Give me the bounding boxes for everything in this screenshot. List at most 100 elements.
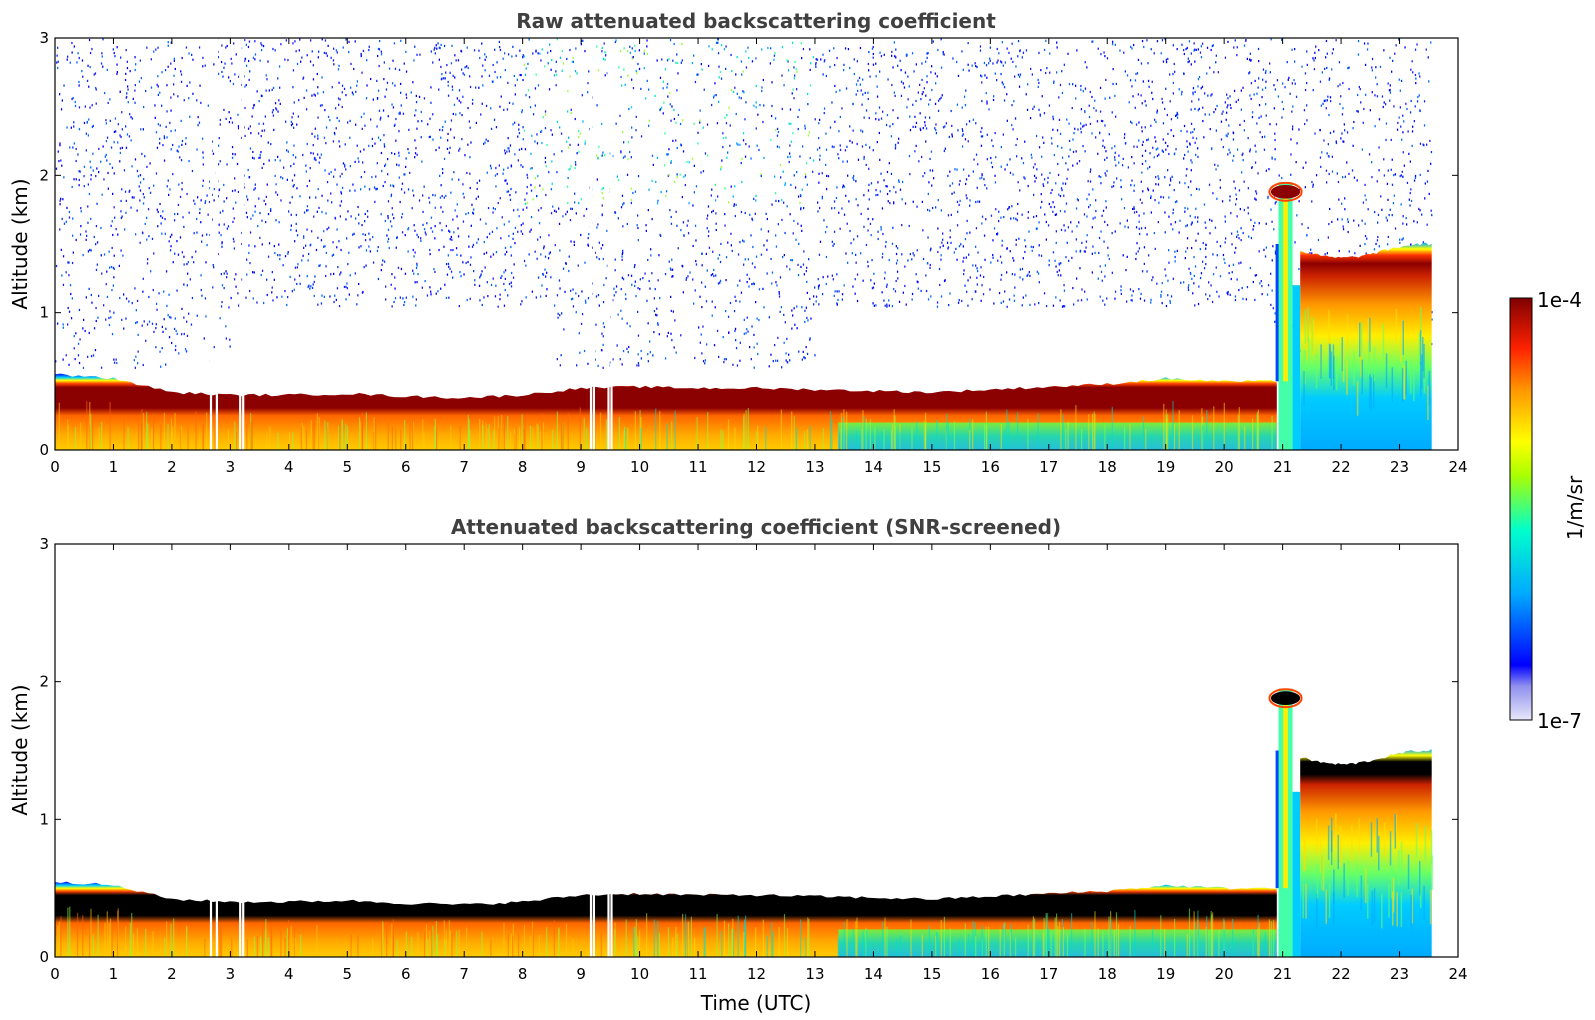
noise-speck — [720, 44, 723, 47]
noise-speck — [976, 283, 978, 286]
noise-speck — [413, 194, 415, 197]
noise-speck — [951, 135, 953, 138]
noise-speck — [454, 54, 456, 57]
noise-speck — [1144, 100, 1146, 103]
noise-speck — [261, 219, 263, 222]
noise-speck — [150, 58, 152, 61]
noise-speck — [892, 66, 894, 69]
noise-speck — [394, 152, 396, 156]
noise-speck — [393, 42, 396, 45]
noise-speck — [953, 191, 955, 194]
noise-speck — [1250, 59, 1252, 62]
noise-speck — [69, 61, 71, 64]
noise-speck — [302, 153, 304, 157]
noise-speck — [1312, 57, 1314, 60]
noise-speck — [1085, 123, 1087, 126]
noise-speck — [670, 332, 672, 335]
noise-speck — [602, 244, 604, 247]
noise-speck — [562, 215, 564, 218]
noise-speck — [1312, 185, 1314, 188]
noise-speck — [1187, 286, 1189, 289]
noise-speck — [941, 94, 943, 97]
noise-speck — [1130, 45, 1132, 48]
noise-speck — [319, 104, 322, 107]
noise-speck — [916, 280, 918, 283]
noise-speck — [481, 75, 483, 78]
noise-speck — [1055, 230, 1057, 233]
noise-speck — [545, 113, 547, 116]
noise-speck — [395, 139, 397, 142]
noise-speck — [1391, 183, 1394, 186]
noise-speck — [439, 47, 441, 50]
noise-speck — [357, 157, 359, 160]
noise-speck — [1140, 180, 1142, 183]
noise-speck — [200, 199, 202, 202]
noise-speck — [1234, 299, 1237, 302]
noise-speck — [1211, 219, 1213, 222]
noise-speck — [447, 80, 449, 83]
noise-speck — [827, 175, 830, 178]
noise-speck — [1133, 184, 1135, 187]
noise-speck — [1170, 295, 1173, 298]
noise-speck — [204, 64, 206, 67]
noise-speck — [1274, 132, 1276, 135]
noise-speck — [296, 187, 298, 190]
noise-speck — [126, 133, 129, 136]
noise-speck — [364, 239, 367, 242]
noise-speck — [735, 203, 737, 206]
noise-speck — [624, 83, 626, 86]
noise-speck — [933, 177, 935, 180]
noise-speck — [962, 245, 964, 248]
noise-speck — [1371, 57, 1374, 61]
noise-speck — [768, 316, 770, 319]
noise-speck — [266, 183, 268, 186]
noise-speck — [1194, 60, 1196, 63]
noise-speck — [466, 299, 468, 302]
noise-speck — [560, 132, 563, 135]
noise-speck — [717, 282, 720, 285]
noise-speck — [511, 271, 513, 275]
noise-speck — [917, 281, 919, 284]
noise-speck — [822, 276, 824, 279]
noise-speck — [1186, 46, 1188, 50]
noise-speck — [1012, 257, 1014, 260]
noise-speck — [88, 118, 90, 121]
noise-speck — [894, 94, 896, 97]
noise-speck — [981, 284, 983, 287]
noise-speck — [712, 209, 714, 212]
noise-speck — [1063, 289, 1066, 292]
noise-speck — [338, 305, 341, 308]
noise-speck — [809, 337, 811, 340]
noise-speck — [833, 294, 835, 297]
noise-speck — [1304, 122, 1306, 126]
noise-speck — [808, 131, 811, 134]
noise-speck — [1035, 176, 1037, 180]
noise-speck — [1426, 180, 1429, 183]
noise-speck — [1233, 46, 1235, 49]
noise-speck — [223, 183, 225, 187]
noise-speck — [221, 301, 223, 304]
noise-speck — [73, 178, 75, 181]
noise-speck — [776, 127, 779, 130]
noise-speck — [1215, 168, 1217, 171]
noise-speck — [1137, 93, 1139, 96]
noise-speck — [1218, 295, 1220, 298]
noise-speck — [558, 279, 561, 282]
noise-speck — [1122, 157, 1124, 160]
noise-speck — [231, 62, 233, 65]
noise-speck — [758, 319, 760, 322]
noise-speck — [383, 134, 385, 137]
noise-speck — [515, 54, 517, 57]
noise-speck — [583, 214, 585, 217]
noise-speck — [1296, 214, 1298, 217]
noise-speck — [915, 121, 918, 124]
noise-speck — [1242, 297, 1244, 300]
noise-speck — [113, 311, 115, 314]
noise-speck — [94, 349, 97, 352]
noise-speck — [852, 102, 854, 106]
noise-speck — [1042, 136, 1044, 139]
noise-speck — [1170, 129, 1172, 132]
noise-speck — [631, 78, 633, 81]
noise-speck — [802, 350, 804, 353]
noise-speck — [325, 274, 327, 278]
